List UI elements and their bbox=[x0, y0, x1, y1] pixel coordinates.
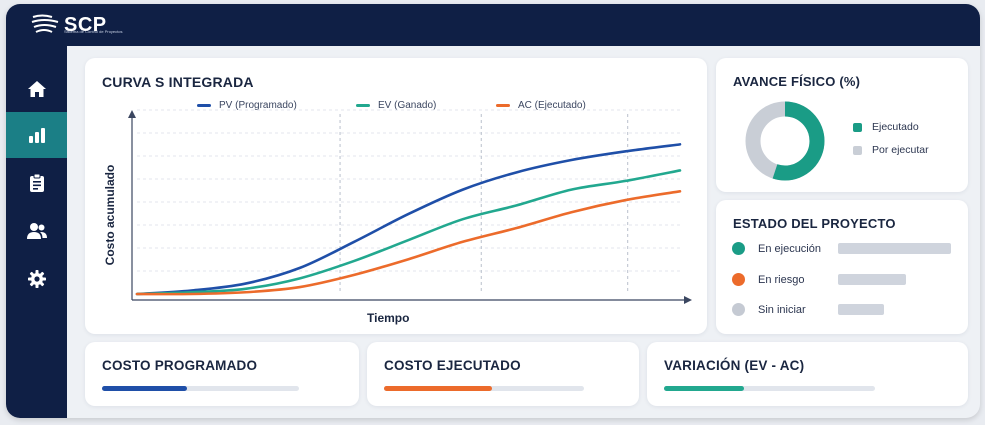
sidebar-item-settings[interactable] bbox=[6, 256, 67, 302]
kpi-progress-fill bbox=[664, 386, 745, 391]
legend-ev: EV (Ganado) bbox=[356, 100, 436, 111]
avance-donut-chart bbox=[745, 101, 825, 181]
kpi-card-costo-programado[interactable]: COSTO PROGRAMADO bbox=[85, 342, 359, 406]
s-curve-chart bbox=[128, 109, 692, 304]
gear-icon bbox=[27, 270, 46, 288]
sidebar-item-tasks[interactable] bbox=[6, 160, 67, 206]
legend-ev-label: EV (Ganado) bbox=[378, 100, 437, 111]
sidebar-item-charts[interactable] bbox=[6, 112, 67, 158]
legend-ejecutado-label: Ejecutado bbox=[872, 121, 919, 133]
legend-por-ejecutar-label: Por ejecutar bbox=[872, 144, 929, 156]
avance-title: AVANCE FÍSICO (%) bbox=[733, 74, 861, 89]
sidebar-item-team[interactable] bbox=[6, 208, 67, 254]
estado-row-label: Sin iniciar bbox=[758, 303, 806, 316]
legend-pv-label: PV (Programado) bbox=[219, 100, 297, 111]
estado-bar-ejecucion bbox=[838, 243, 951, 254]
legend-pv-swatch bbox=[197, 104, 211, 107]
curve-card: CURVA S INTEGRADA PV (Programado) EV (Ga… bbox=[85, 58, 707, 334]
x-axis-label: Tiempo bbox=[367, 311, 410, 325]
legend-ac: AC (Ejecutado) bbox=[496, 100, 586, 111]
sidebar-item-home[interactable] bbox=[6, 66, 67, 112]
series-line-0 bbox=[135, 143, 682, 296]
brand-name: SCP bbox=[64, 14, 107, 36]
users-icon bbox=[26, 223, 47, 239]
brand-subtitle: Sistema de Control de Proyectos bbox=[64, 29, 123, 34]
legend-ejecutado: Ejecutado bbox=[853, 121, 919, 133]
estado-card: ESTADO DEL PROYECTO En ejecución En ries… bbox=[716, 200, 968, 334]
status-dot bbox=[732, 242, 745, 255]
estado-row-sin-iniciar[interactable]: Sin iniciar bbox=[732, 303, 806, 316]
kpi-progress-track bbox=[384, 386, 584, 391]
logo-icon bbox=[31, 14, 59, 33]
estado-row-label: En ejecución bbox=[758, 242, 821, 255]
kpi-card-variacion[interactable]: VARIACIÓN (EV - AC) bbox=[647, 342, 968, 406]
legend-ac-swatch bbox=[496, 104, 510, 107]
clipboard-icon bbox=[29, 173, 44, 192]
kpi-title: COSTO EJECUTADO bbox=[384, 358, 521, 373]
donut-ejecutado-slice bbox=[745, 101, 825, 181]
legend-por-ejecutar: Por ejecutar bbox=[853, 144, 929, 156]
series-line-1 bbox=[135, 169, 682, 296]
status-dot bbox=[732, 273, 745, 286]
legend-pv: PV (Programado) bbox=[197, 100, 297, 111]
y-axis-arrow bbox=[128, 110, 136, 118]
estado-bar-sin-iniciar bbox=[838, 304, 884, 315]
kpi-progress-track bbox=[102, 386, 299, 391]
series-line-2 bbox=[135, 190, 682, 296]
logo[interactable]: SCP bbox=[30, 12, 107, 38]
legend-por-ejecutar-swatch bbox=[853, 145, 862, 155]
estado-row-riesgo[interactable]: En riesgo bbox=[732, 273, 804, 286]
kpi-progress-fill bbox=[102, 386, 187, 391]
kpi-title: COSTO PROGRAMADO bbox=[102, 358, 258, 373]
curve-title: CURVA S INTEGRADA bbox=[102, 74, 254, 90]
bar-chart-icon bbox=[28, 128, 45, 143]
home-icon bbox=[27, 81, 46, 97]
kpi-progress-track bbox=[664, 386, 875, 391]
kpi-progress-fill bbox=[384, 386, 492, 391]
app-window: SCP Sistema de Control de Proyectos bbox=[6, 4, 980, 418]
legend-ac-label: AC (Ejecutado) bbox=[518, 100, 586, 111]
avance-card: AVANCE FÍSICO (%) Ejecutado Por ejecutar bbox=[716, 58, 968, 192]
estado-row-label: En riesgo bbox=[758, 273, 805, 286]
legend-ejecutado-swatch bbox=[853, 122, 862, 132]
kpi-card-costo-ejecutado[interactable]: COSTO EJECUTADO bbox=[367, 342, 639, 406]
sidebar bbox=[6, 46, 67, 418]
estado-bar-riesgo bbox=[838, 274, 906, 285]
estado-row-ejecucion[interactable]: En ejecución bbox=[732, 242, 821, 255]
kpi-title: VARIACIÓN (EV - AC) bbox=[664, 358, 805, 373]
legend-ev-swatch bbox=[356, 104, 370, 107]
estado-title: ESTADO DEL PROYECTO bbox=[733, 216, 896, 231]
status-dot bbox=[732, 303, 745, 316]
top-bar: SCP Sistema de Control de Proyectos bbox=[6, 4, 980, 46]
x-axis-arrow bbox=[684, 296, 692, 304]
